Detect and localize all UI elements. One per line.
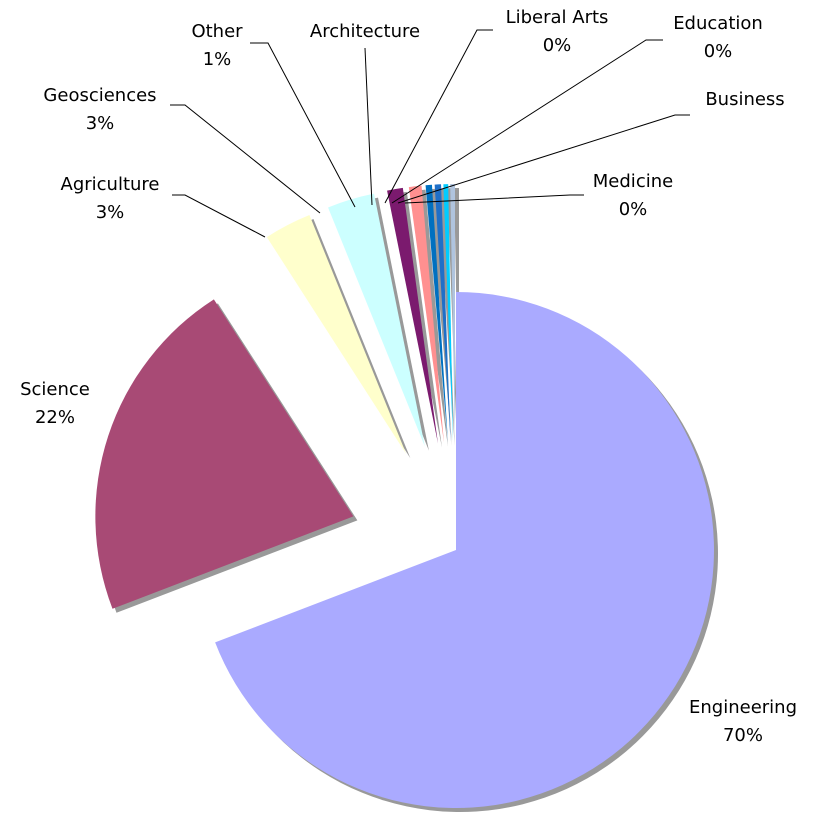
slice-label: Engineering [689,697,797,718]
slice-label: Agriculture [61,174,160,195]
leader-line [397,114,690,204]
leader-line [250,42,356,208]
leader-line [384,29,493,204]
slice [215,292,715,808]
value-label: 0% [543,35,572,56]
value-label: 70% [723,725,763,746]
value-label: 1% [203,49,232,70]
slice [434,184,451,443]
slice [95,299,354,609]
value-label: 0% [619,199,648,220]
slice-label: Other [191,21,243,42]
slice-label: Architecture [310,21,420,42]
slice [443,184,453,443]
slice-label: Science [20,379,90,400]
leader-line [172,194,266,238]
value-label: 0% [704,41,733,62]
value-label: 22% [35,407,75,428]
slice-label: Geosciences [43,85,156,106]
slice [450,184,455,443]
slice [328,193,425,447]
slice [387,187,438,444]
slice-label: Education [673,13,763,34]
leader-line [404,194,584,204]
leader-line [391,39,663,204]
slice-label: Medicine [593,171,673,192]
slice [425,184,448,443]
slice-label: Liberal Arts [506,7,609,28]
leader-line [170,104,321,214]
value-label: 3% [96,202,125,223]
value-label: 3% [86,113,115,134]
leader-line [364,47,373,206]
slice [266,214,407,455]
slice-label: Business [705,89,784,110]
slice [408,185,444,443]
